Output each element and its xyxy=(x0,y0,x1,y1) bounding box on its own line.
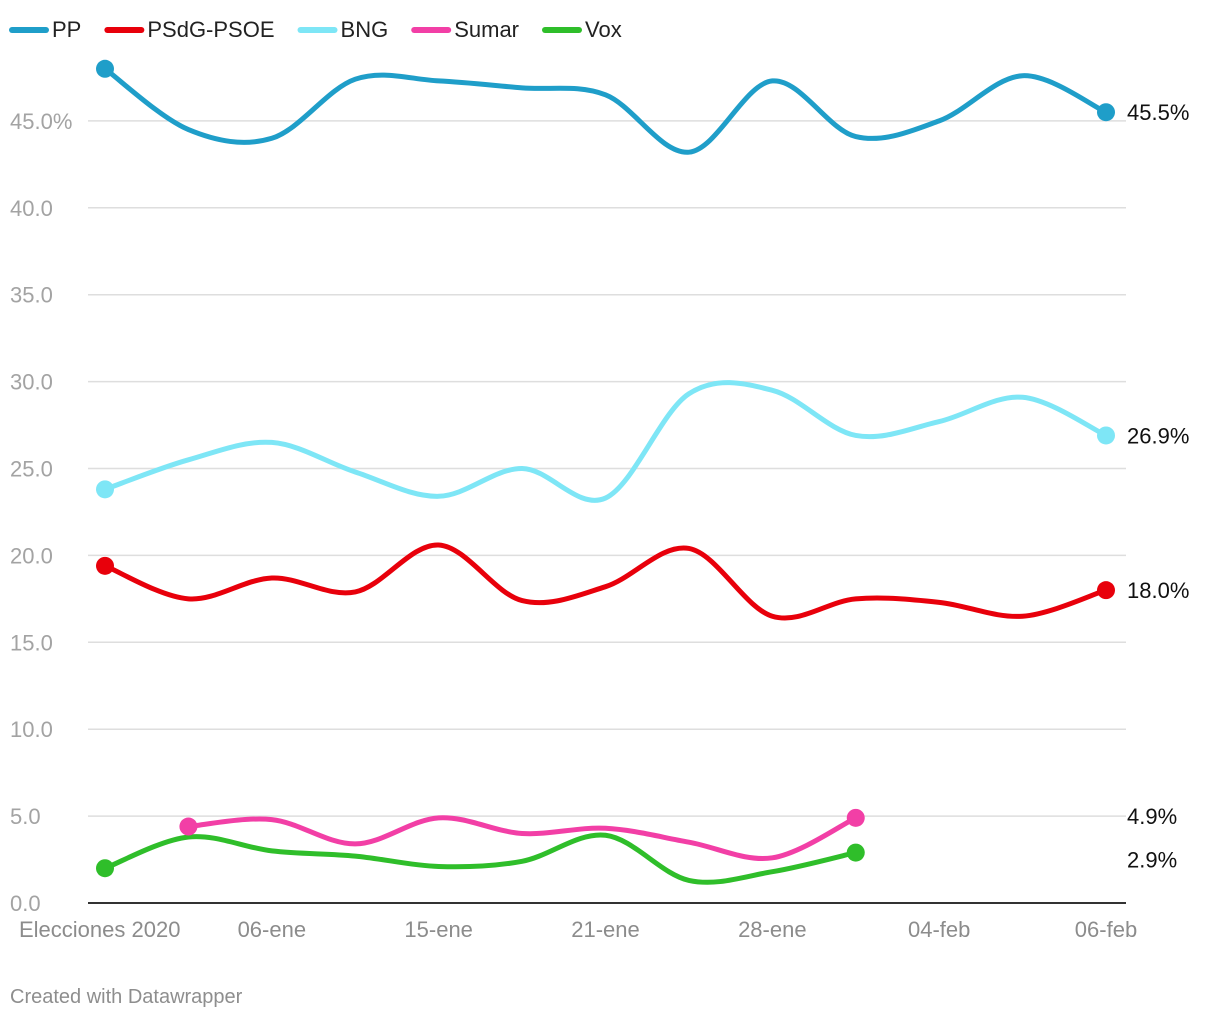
point-end-bng xyxy=(1097,426,1115,445)
y-tick-label: 40.0 xyxy=(10,196,53,221)
point-start-bng xyxy=(96,480,114,499)
point-end-vox xyxy=(846,843,865,862)
y-tick-label: 5.0 xyxy=(10,804,41,829)
legend-label-bng: BNG xyxy=(341,17,389,42)
x-axis: Elecciones 2020 06-ene 15-ene 21-ene 28-ene 0… xyxy=(19,917,1137,942)
x-tick-label: 04-feb xyxy=(908,917,970,942)
series-line-bng xyxy=(102,380,1109,503)
y-tick-label: 35.0 xyxy=(10,283,53,308)
series-line-psdg-psoe xyxy=(102,542,1109,621)
y-axis: 0.0 5.0 10.0 15.0 20.0 25.0 30.0 35.0 40.0 45.0% xyxy=(10,109,72,916)
series-line-vox xyxy=(102,832,859,885)
x-tick-label: 06-ene xyxy=(238,917,307,942)
legend-label-psdg-psoe: PSdG-PSOE xyxy=(147,17,274,42)
y-tick-label: 30.0 xyxy=(10,370,53,395)
y-tick-label: 15.0 xyxy=(10,630,53,655)
credit-text: Created with Datawrapper xyxy=(10,986,243,1008)
point-end-sumar xyxy=(846,808,865,827)
end-label-pp: 45.5% xyxy=(1127,100,1189,125)
series-lines xyxy=(102,66,1109,885)
point-start-vox xyxy=(96,859,114,878)
y-tick-label: 45.0% xyxy=(10,109,72,134)
series-line-sumar xyxy=(185,815,859,861)
y-tick-label: 0.0 xyxy=(10,891,41,916)
end-labels: 45.5% 18.0% 26.9% 4.9% 2.9% xyxy=(1127,100,1189,872)
x-tick-label: Elecciones 2020 xyxy=(19,917,180,942)
x-tick-label: 06-feb xyxy=(1075,917,1137,942)
legend-label-vox: Vox xyxy=(585,17,622,42)
legend-label-pp: PP xyxy=(52,17,81,42)
point-start-psdg-psoe xyxy=(96,556,114,575)
point-end-pp xyxy=(1097,103,1115,122)
x-tick-label: 15-ene xyxy=(404,917,473,942)
legend-label-sumar: Sumar xyxy=(454,17,519,42)
series-endpoints xyxy=(96,59,1115,878)
legend: PP PSdG-PSOE BNG Sumar Vox xyxy=(9,17,622,42)
y-tick-label: 20.0 xyxy=(10,543,53,568)
end-label-psdg-psoe: 18.0% xyxy=(1127,578,1189,603)
point-start-pp xyxy=(96,59,114,78)
point-end-psdg-psoe xyxy=(1097,581,1115,600)
point-start-sumar xyxy=(179,817,198,836)
series-line-pp xyxy=(102,66,1109,155)
x-tick-label: 21-ene xyxy=(571,917,640,942)
end-label-sumar: 4.9% xyxy=(1127,804,1177,829)
end-label-vox: 2.9% xyxy=(1127,848,1177,873)
y-tick-label: 25.0 xyxy=(10,457,53,482)
gridlines xyxy=(88,120,1126,817)
end-label-bng: 26.9% xyxy=(1127,423,1189,448)
y-tick-label: 10.0 xyxy=(10,717,53,742)
x-tick-label: 28-ene xyxy=(738,917,807,942)
